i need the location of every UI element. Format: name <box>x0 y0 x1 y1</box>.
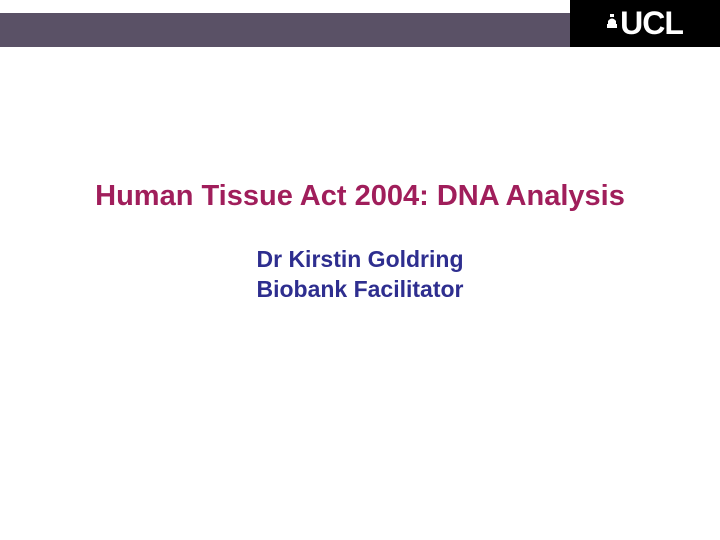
presenter-role: Biobank Facilitator <box>0 275 720 305</box>
logo-text: UCL <box>620 5 683 42</box>
slide-title: Human Tissue Act 2004: DNA Analysis <box>0 180 720 213</box>
dome-icon <box>607 14 617 28</box>
ucl-logo: UCL <box>607 5 683 42</box>
slide-subtitle: Dr Kirstin Goldring Biobank Facilitator <box>0 245 720 305</box>
presenter-name: Dr Kirstin Goldring <box>0 245 720 275</box>
logo-block: UCL <box>570 0 720 47</box>
slide-content: Human Tissue Act 2004: DNA Analysis Dr K… <box>0 180 720 305</box>
